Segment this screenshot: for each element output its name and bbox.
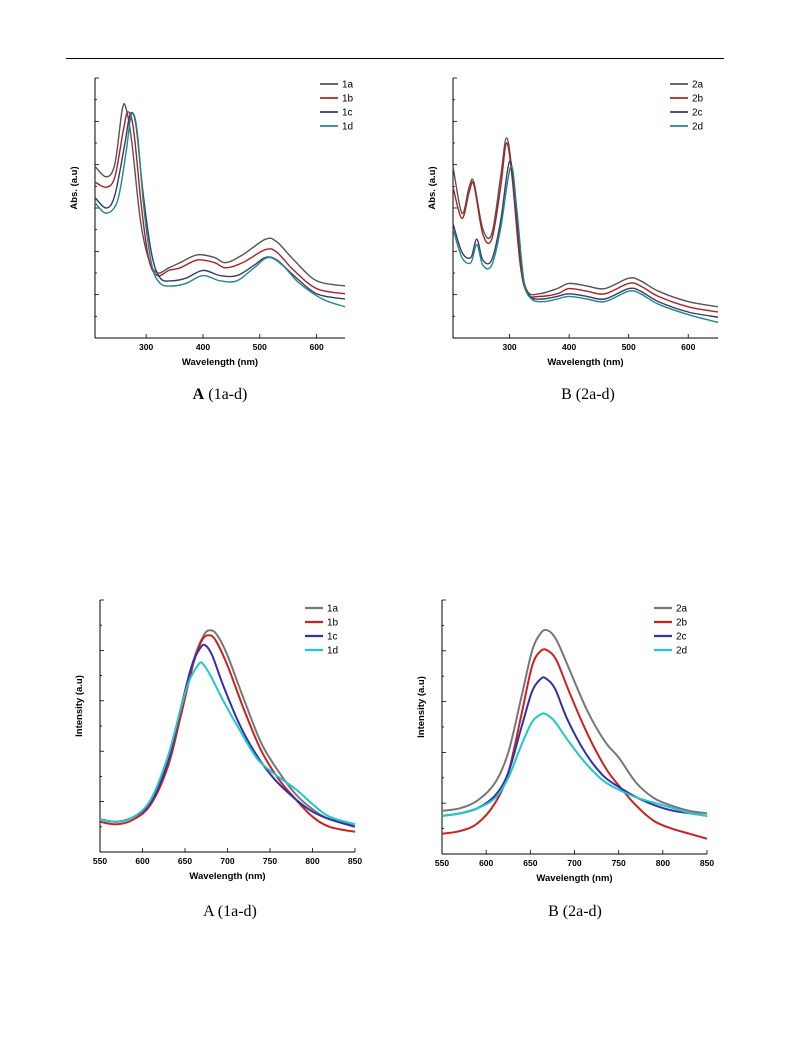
legend-label-1c: 1c	[342, 108, 353, 119]
y-axis-label: Intensity (a.u)	[74, 675, 85, 737]
x-axis-label: Wavelength (nm)	[547, 357, 623, 368]
emission-chart-1a-d-svg: 550 600 650 700 750 800 850 Wavelength (nm) Inte…	[74, 599, 362, 882]
absorption-chart-1a-d-svg: 300 400 500 600 Wavelength (nm) Abs. (a.u) 1a 1…	[69, 77, 354, 368]
x-tick-label: 600	[681, 342, 695, 352]
caption-em-2a-d: B (2a-d)	[548, 903, 602, 920]
x-tick-label: 600	[135, 856, 149, 866]
series-line-2c	[452, 160, 719, 318]
legend-label-2c: 2c	[692, 108, 703, 119]
series-line-1c	[94, 111, 346, 300]
series-line-1d	[99, 661, 356, 826]
x-tick-label: 300	[139, 342, 153, 352]
legend-label-1a: 1a	[342, 80, 354, 91]
series-line-2d	[441, 712, 708, 817]
legend-label-1b: 1b	[327, 618, 339, 629]
absorption-chart-2a-d: 300 400 500 600 Wavelength (nm) Abs. (a.u) 2a 2…	[418, 70, 738, 390]
caption-abs-2a-d: B (2a-d)	[561, 386, 615, 403]
x-tick-label: 750	[612, 858, 626, 868]
series-line-2a	[452, 137, 719, 308]
x-axis-label: Wavelength (nm)	[182, 357, 258, 368]
x-tick-label: 550	[435, 858, 449, 868]
legend-label-2d: 2d	[676, 646, 687, 657]
x-axis-label: Wavelength (nm)	[189, 871, 265, 882]
x-tick-label: 600	[309, 342, 323, 352]
y-axis-label: Abs. (a.u)	[69, 166, 80, 209]
x-tick-label: 550	[93, 856, 107, 866]
emission-chart-1a-d: 550 600 650 700 750 800 850 Wavelength (nm) Inte…	[70, 592, 370, 898]
series-line-2a	[441, 628, 708, 815]
legend-label-1d: 1d	[342, 122, 353, 133]
x-tick-label: 700	[220, 856, 234, 866]
x-tick-label: 650	[178, 856, 192, 866]
legend-label-2a: 2a	[676, 604, 688, 615]
legend-label-2a: 2a	[692, 80, 704, 91]
x-tick-label: 650	[523, 858, 537, 868]
legend-label-1a: 1a	[327, 604, 339, 615]
series-line-2d	[452, 165, 719, 324]
series-line-1c	[99, 643, 356, 828]
x-tick-label: 400	[196, 342, 210, 352]
x-tick-label: 850	[700, 858, 714, 868]
legend-label-2b: 2b	[676, 618, 688, 629]
x-tick-label: 800	[656, 858, 670, 868]
legend-label-1c: 1c	[327, 632, 338, 643]
series-line-1b	[99, 634, 356, 833]
series-line-1a	[94, 102, 346, 287]
series-line-1a	[99, 629, 356, 826]
series-line-1d	[94, 112, 346, 308]
x-tick-label: 750	[263, 856, 277, 866]
caption-abs-1a-d: A (1a-d)	[192, 386, 248, 403]
absorption-chart-2a-d-svg: 300 400 500 600 Wavelength (nm) Abs. (a.u) 2a 2…	[427, 77, 719, 368]
header-rule	[66, 58, 724, 59]
y-axis-label: Intensity (a.u)	[416, 676, 427, 738]
legend-label-1d: 1d	[327, 646, 338, 657]
x-tick-label: 600	[479, 858, 493, 868]
legend-label-2b: 2b	[692, 94, 704, 105]
emission-chart-2a-d: 550 600 650 700 750 800 850 Wavelength (nm) Inte…	[412, 592, 722, 898]
x-tick-label: 500	[253, 342, 267, 352]
series-line-2c	[441, 676, 708, 817]
emission-chart-2a-d-svg: 550 600 650 700 750 800 850 Wavelength (nm) Inte…	[416, 599, 714, 884]
x-axis-label: Wavelength (nm)	[536, 873, 612, 884]
x-tick-label: 850	[348, 856, 362, 866]
absorption-chart-1a-d: 300 400 500 600 Wavelength (nm) Abs. (a.u) 1a 1…	[60, 70, 380, 390]
x-tick-label: 700	[567, 858, 581, 868]
legend-label-2c: 2c	[676, 632, 687, 643]
series-line-1b	[94, 111, 346, 295]
legend-label-2d: 2d	[692, 122, 703, 133]
x-tick-label: 400	[562, 342, 576, 352]
x-tick-label: 500	[622, 342, 636, 352]
x-tick-label: 800	[305, 856, 319, 866]
x-tick-label: 300	[502, 342, 516, 352]
y-axis-label: Abs. (a.u)	[427, 166, 438, 209]
legend-label-1b: 1b	[342, 94, 354, 105]
series-line-2b	[441, 648, 708, 840]
caption-em-1a-d: A (1a-d)	[203, 903, 257, 920]
